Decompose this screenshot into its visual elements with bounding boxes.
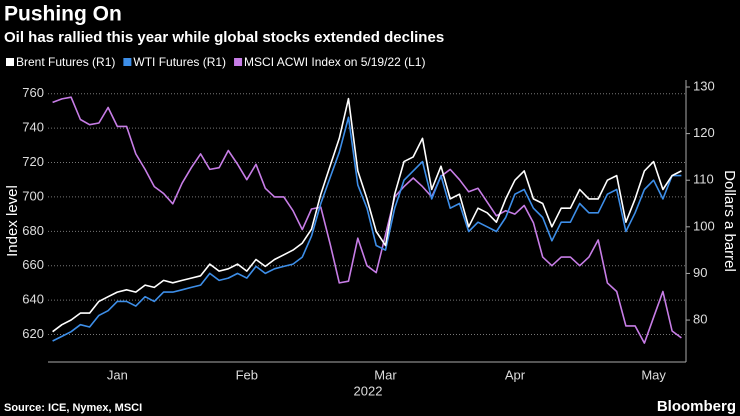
y-tick-label: 640 (22, 292, 44, 307)
series-line (52, 97, 682, 333)
y-tick-label: 740 (22, 120, 44, 135)
y-tick-label: 700 (22, 188, 44, 203)
y-tick-label: 760 (22, 85, 44, 100)
y2-tick-label: 80 (693, 311, 707, 326)
y2-tick-label: 100 (693, 218, 715, 233)
y-tick-label: 720 (22, 154, 44, 169)
legend-label: WTI Futures (R1) (133, 55, 226, 69)
x-tick-label: Feb (236, 367, 258, 382)
y-tick-label: 680 (22, 223, 44, 238)
series-line (52, 116, 682, 342)
legend-label: MSCI ACWI Index on 5/19/22 (L1) (244, 55, 425, 69)
y2-axis-title: Dollars a barrel (721, 170, 738, 272)
y-tick-label: 660 (22, 257, 44, 272)
chart-subtitle: Oil has rallied this year while global s… (4, 29, 444, 46)
x-axis-title: 2022 (354, 383, 383, 398)
y2-tick-label: 110 (693, 172, 714, 187)
y-axis-title: Index level (4, 185, 21, 257)
legend-swatch (234, 58, 243, 66)
x-tick-label: May (641, 367, 666, 382)
y2-tick-label: 90 (693, 265, 707, 280)
y2-tick-label: 120 (693, 125, 715, 140)
x-tick-label: Jan (107, 367, 128, 382)
series-line (52, 96, 682, 344)
chart-title: Pushing On (4, 3, 122, 26)
source: Source: ICE, Nymex, MSCI (4, 402, 142, 414)
legend-label: Brent Futures (R1) (16, 55, 115, 69)
y2-tick-label: 130 (693, 78, 715, 93)
x-tick-label: Mar (374, 367, 397, 382)
x-tick-label: Apr (505, 367, 526, 382)
legend-swatch (6, 58, 14, 66)
y-tick-label: 620 (22, 326, 44, 341)
logo: Bloomberg (657, 398, 736, 415)
legend-swatch (123, 58, 132, 66)
